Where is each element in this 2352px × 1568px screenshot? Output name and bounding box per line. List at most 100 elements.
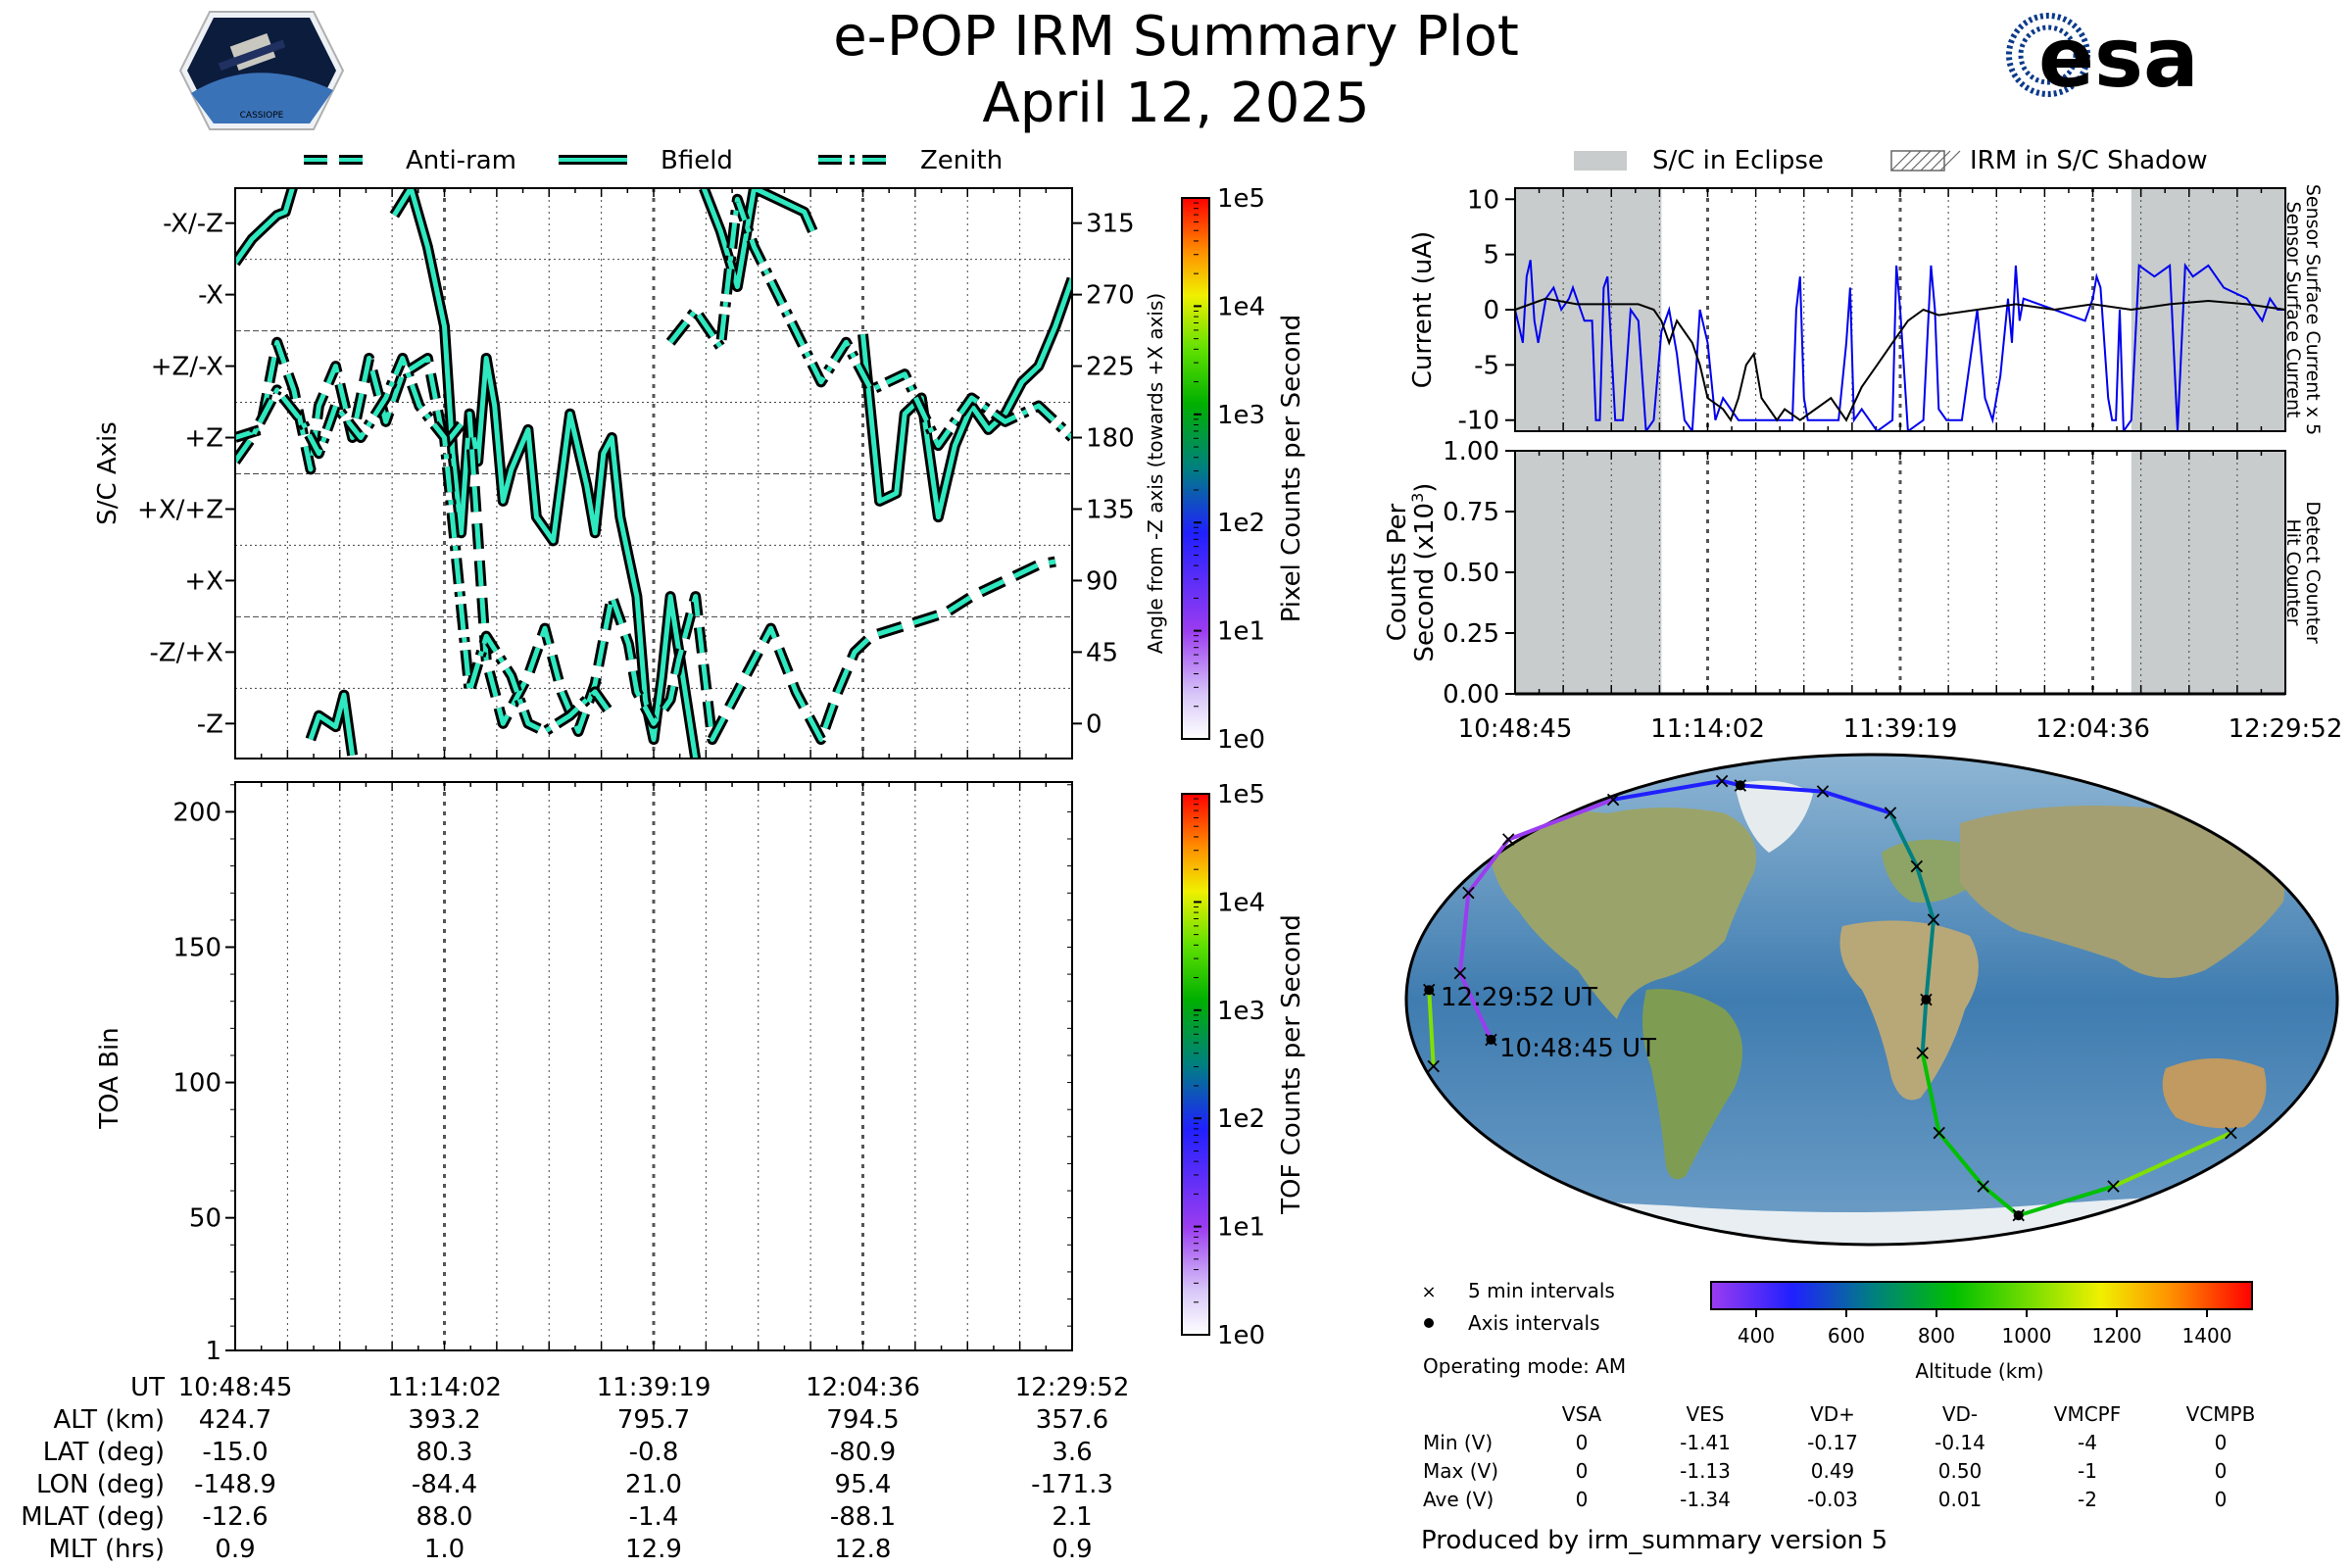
table-cell: 11:14:02 [387, 1373, 502, 1402]
colorbar-tick-label: 1e5 [1217, 780, 1265, 809]
time-tick-label: 12:29:52 [2229, 714, 2343, 744]
orbit-track-segment [1822, 789, 1891, 815]
voltage-cell: -1 [2078, 1459, 2097, 1483]
current-tick-label: 5 [1483, 241, 1499, 270]
orbit-track-segment [1888, 811, 1919, 867]
colorbar-tick-label: 1e2 [1217, 509, 1265, 538]
orbit-axis-dot [1921, 995, 1932, 1004]
orbit-map: ×××××××××××××××××××× 12:29:52 UT 10:48:4… [1404, 753, 2339, 1247]
current-tick-label: 10 [1467, 185, 1499, 215]
table-cell: 95.4 [835, 1470, 892, 1499]
table-cell: 1.0 [424, 1535, 465, 1564]
colorbar-tick-label: 1e4 [1217, 888, 1265, 917]
current-trace-blue [1515, 260, 2285, 431]
pixel-colorbar [1181, 197, 1210, 740]
voltage-cell: -1.34 [1680, 1488, 1731, 1511]
legend-label: IRM in S/C Shadow [1970, 146, 2208, 175]
orbit-5min-marker: × [1908, 855, 1926, 879]
orbit-track-segment [1612, 778, 1723, 802]
eclipse-band [1515, 451, 1662, 694]
voltage-header: VD+ [1810, 1402, 1855, 1426]
map-legend: × 5 min intervals Axis intervals Operati… [1421, 1279, 1626, 1378]
orbit-track-segment [1982, 1185, 2020, 1217]
esa-logo: esa [2006, 10, 2199, 106]
angle-tick-label: 0 [1086, 710, 1102, 739]
altitude-colorbar-label: Altitude (km) [1915, 1359, 2043, 1383]
counts-tick-label: 0.75 [1443, 498, 1499, 527]
sc-axis-tick-label: +Z/-X [151, 353, 223, 382]
orbit-5min-marker: × [2222, 1121, 2239, 1146]
mission-badge: CASSIOPE [178, 11, 345, 130]
orbit-track-segment [1920, 1053, 1941, 1134]
table-cell: 10:48:45 [178, 1373, 293, 1402]
voltage-cell: -1.41 [1680, 1431, 1731, 1454]
page-title: e-POP IRM Summary Plot [833, 5, 1519, 69]
orbit-5min-marker: × [1499, 828, 1517, 853]
orbit-5min-marker: × [1930, 1121, 1947, 1146]
table-row-label: UT [130, 1373, 165, 1402]
sc-axis-tick-label: -Z/+X [149, 638, 223, 667]
table-cell: 80.3 [416, 1438, 473, 1467]
counts-tick-label: 0.25 [1443, 619, 1499, 649]
table-cell: 88.0 [416, 1502, 473, 1532]
orbit-5min-marker: × [1424, 1054, 1442, 1079]
voltage-cell: -4 [2078, 1431, 2097, 1454]
table-cell: -1.4 [629, 1502, 679, 1532]
colorbar-tick-label: 1e0 [1217, 1321, 1265, 1350]
orbit-5min-marker: × [1604, 788, 1622, 812]
table-cell: 424.7 [199, 1405, 271, 1435]
counts-ylabel-1: Counts Per [1383, 503, 1412, 641]
trace-legend: Anti-ram Bfield Zenith [304, 146, 1003, 175]
altitude-tick-label: 1200 [2092, 1324, 2142, 1348]
legend-label: Bfield [661, 146, 733, 175]
orbit-track-segment [1937, 1131, 1985, 1188]
orbit-axis-dot [2013, 1210, 2024, 1221]
orbit-5min-marker: × [1814, 780, 1832, 805]
cross-marker-icon: × [1421, 1282, 1436, 1302]
angle-tick-label: 315 [1086, 210, 1135, 239]
voltage-cell: 0 [2215, 1431, 2228, 1454]
orbit-track-segment [1914, 865, 1936, 920]
time-tick-label: 12:04:36 [2035, 714, 2150, 744]
colorbar-tick-label: 1e1 [1217, 1213, 1265, 1243]
voltage-header: VCMPB [2186, 1402, 2256, 1426]
trace-anti-ram [235, 339, 1056, 742]
orbit-track-segment [1458, 971, 1494, 1041]
ephemeris-table: UT 10:48:45 11:14:02 11:39:19 12:04:36 12:29:… [21, 1373, 1129, 1564]
orbit-track-segment [1920, 999, 1929, 1054]
voltage-cell: -0.03 [1807, 1488, 1858, 1511]
table-cell: 357.6 [1036, 1405, 1108, 1435]
orbit-track-segment [1427, 990, 1436, 1067]
table-row-label: ALT (km) [53, 1405, 165, 1435]
sc-axis-tick-label: -Z [197, 710, 223, 739]
operating-mode: Operating mode: AM [1423, 1354, 1626, 1378]
table-cell: 794.5 [826, 1405, 899, 1435]
angle-tick-label: 180 [1086, 424, 1135, 454]
voltage-cell: -0.17 [1807, 1431, 1858, 1454]
table-cell: 795.7 [617, 1405, 690, 1435]
table-cell: 12:04:36 [806, 1373, 920, 1402]
table-cell: 12.9 [625, 1535, 682, 1564]
map-end-label: 12:29:52 UT [1441, 983, 1597, 1012]
table-cell: -88.1 [830, 1502, 896, 1532]
table-row-label: LAT (deg) [43, 1438, 165, 1467]
colorbar-tick-label: 1e5 [1217, 184, 1265, 214]
toa-tick-label: 200 [172, 798, 221, 827]
table-cell: -84.4 [412, 1470, 477, 1499]
eclipse-band [2131, 188, 2285, 431]
legend-label: Anti-ram [406, 146, 516, 175]
altitude-tick-label: 800 [1918, 1324, 1955, 1348]
sc-axis-tick-label: -X [198, 281, 223, 311]
table-cell: -148.9 [194, 1470, 276, 1499]
voltage-header: VMCPF [2054, 1402, 2121, 1426]
time-tick-label: 10:48:45 [1458, 714, 1573, 744]
table-row-label: MLT (hrs) [49, 1535, 166, 1564]
sc-axis-tick-label: +X/+Z [137, 495, 223, 524]
sc-axis-tick-label: +Z [184, 424, 223, 454]
sc-axis-tick-label: -X/-Z [163, 210, 223, 239]
current-ylabel: Current (uA) [1408, 231, 1438, 388]
voltage-cell: 0 [2215, 1459, 2228, 1483]
voltage-header: VSA [1562, 1402, 1602, 1426]
current-tick-label: -5 [1474, 351, 1499, 380]
